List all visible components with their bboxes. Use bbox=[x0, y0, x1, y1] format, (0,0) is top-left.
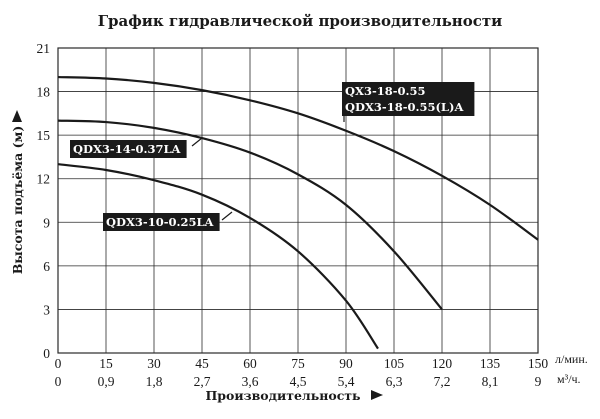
x-tick-label: 0 bbox=[55, 356, 62, 371]
series-label: QDX3-14-0.37LA bbox=[70, 137, 203, 158]
y-axis-arrow-icon bbox=[12, 110, 22, 122]
series-label-box bbox=[70, 140, 187, 158]
series-label-box bbox=[342, 82, 475, 116]
x-tick-label: 135 bbox=[480, 356, 501, 371]
x-axis-arrow-icon bbox=[371, 390, 383, 400]
series-label-box bbox=[103, 213, 220, 231]
x-tick-label-secondary: 1,8 bbox=[146, 374, 163, 389]
y-tick-label: 9 bbox=[43, 215, 50, 230]
y-tick-label: 3 bbox=[43, 302, 50, 317]
x-tick-label-secondary: 3,6 bbox=[242, 374, 259, 389]
x-tick-label-secondary: 7,2 bbox=[434, 374, 451, 389]
curves bbox=[57, 75, 539, 350]
series-curve bbox=[57, 75, 539, 241]
series-label-leader bbox=[191, 137, 203, 147]
x-tick-label: 60 bbox=[243, 356, 257, 371]
series-label-text: QX3-18-0.55 bbox=[345, 84, 426, 98]
series-label-text: QDX3-18-0.55(L)A bbox=[345, 100, 464, 114]
series-label-text: QDX3-14-0.37LA bbox=[73, 142, 182, 156]
y-tick-label: 21 bbox=[37, 41, 51, 56]
x-unit-top: л/мин. bbox=[555, 352, 588, 366]
x-unit-bottom: м³/ч. bbox=[557, 372, 581, 386]
series-label: QX3-18-0.55 QDX3-18-0.55(L)A bbox=[342, 82, 475, 122]
x-tick-label: 90 bbox=[339, 356, 353, 371]
x-tick-label-secondary: 8,1 bbox=[482, 374, 499, 389]
y-tick-label: 18 bbox=[37, 85, 51, 100]
x-tick-label-secondary: 0 bbox=[55, 374, 62, 389]
chart-title: График гидравлической производительности bbox=[98, 12, 503, 30]
series-label: QDX3-10-0.25LA bbox=[103, 211, 233, 231]
x-tick-label-secondary: 0,9 bbox=[98, 374, 115, 389]
y-axis-label: Высота подъёма (м) bbox=[10, 126, 25, 275]
y-tick-label: 12 bbox=[37, 172, 51, 187]
series-label-leader bbox=[221, 211, 233, 221]
x-tick-label: 30 bbox=[147, 356, 161, 371]
x-tick-label: 75 bbox=[291, 356, 305, 371]
x-tick-label-secondary: 5,4 bbox=[338, 374, 355, 389]
x-tick-label: 150 bbox=[528, 356, 549, 371]
series-curve bbox=[57, 163, 379, 350]
x-axis-label: Производительность bbox=[205, 388, 360, 403]
x-tick-label-secondary: 9 bbox=[535, 374, 542, 389]
x-tick-label-secondary: 6,3 bbox=[386, 374, 403, 389]
x-tick-label: 15 bbox=[99, 356, 113, 371]
y-tick-label: 15 bbox=[37, 128, 51, 143]
series-curve bbox=[57, 119, 443, 311]
x-tick-label: 105 bbox=[384, 356, 405, 371]
plot-frame bbox=[57, 47, 539, 354]
y-axis-label-group: Высота подъёма (м) bbox=[10, 110, 25, 274]
y-tick-label: 0 bbox=[43, 346, 50, 361]
y-tick-label: 6 bbox=[43, 259, 50, 274]
grid bbox=[57, 47, 539, 354]
x-tick-label-secondary: 4,5 bbox=[290, 374, 307, 389]
x-tick-label: 120 bbox=[432, 356, 453, 371]
series-label-text: QDX3-10-0.25LA bbox=[106, 215, 215, 229]
series-labels: QX3-18-0.55 QDX3-18-0.55(L)A QDX3-14-0.37L… bbox=[70, 82, 475, 231]
x-tick-label-secondary: 2,7 bbox=[194, 374, 211, 389]
x-tick-label: 45 bbox=[195, 356, 209, 371]
